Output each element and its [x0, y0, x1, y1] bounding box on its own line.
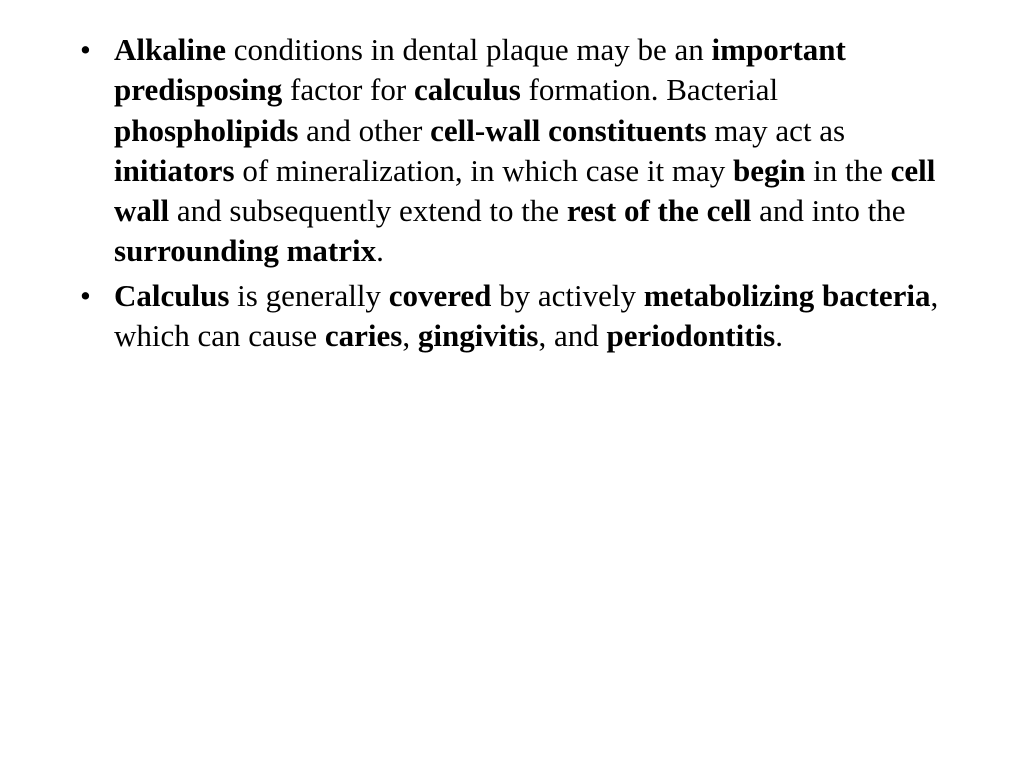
text-segment: cell-wall constituents — [430, 113, 706, 148]
list-item: Alkaline conditions in dental plaque may… — [60, 30, 964, 272]
text-segment: surrounding matrix — [114, 233, 376, 268]
text-segment: periodontitis — [606, 318, 775, 353]
text-segment: rest of the cell — [567, 193, 752, 228]
text-segment: phospholipids — [114, 113, 298, 148]
bullet-list: Alkaline conditions in dental plaque may… — [60, 30, 964, 356]
text-segment: formation. Bacterial — [521, 72, 778, 107]
text-segment: covered — [389, 278, 492, 313]
text-segment: . — [775, 318, 783, 353]
text-segment: Alkaline — [114, 32, 226, 67]
text-segment: and into the — [751, 193, 905, 228]
text-segment: initiators — [114, 153, 235, 188]
text-segment: , — [402, 318, 418, 353]
text-segment: gingivitis — [418, 318, 539, 353]
text-segment: conditions in dental plaque may be an — [226, 32, 712, 67]
text-segment: of mineralization, in which case it may — [235, 153, 733, 188]
text-segment: metabolizing bacteria — [644, 278, 931, 313]
text-segment: factor for — [282, 72, 414, 107]
text-segment: calculus — [414, 72, 521, 107]
text-segment: and subsequently extend to the — [169, 193, 567, 228]
text-segment: Calculus — [114, 278, 229, 313]
text-segment: , and — [538, 318, 606, 353]
text-segment: by actively — [491, 278, 643, 313]
text-segment: begin — [733, 153, 805, 188]
text-segment: may act as — [707, 113, 846, 148]
text-segment: and other — [298, 113, 430, 148]
list-item: Calculus is generally covered by activel… — [60, 276, 964, 357]
text-segment: . — [376, 233, 384, 268]
text-segment: caries — [325, 318, 402, 353]
text-segment: is generally — [229, 278, 388, 313]
text-segment: in the — [805, 153, 890, 188]
